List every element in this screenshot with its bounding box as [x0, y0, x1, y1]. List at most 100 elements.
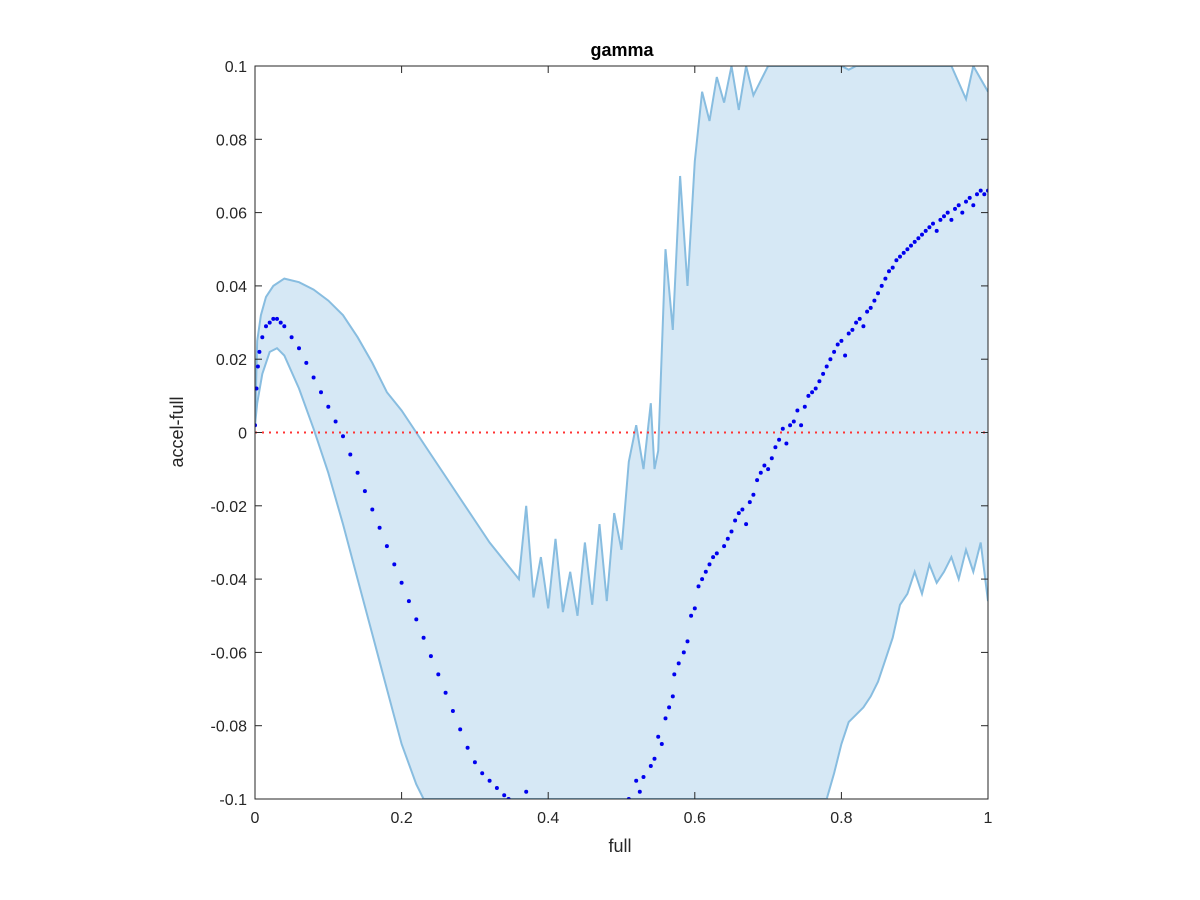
- data-point: [960, 210, 965, 215]
- data-point: [264, 324, 268, 329]
- data-point: [414, 617, 419, 622]
- data-point: [421, 635, 426, 640]
- band-upper-edge: [255, 66, 988, 616]
- data-point: [722, 544, 727, 549]
- data-point: [824, 364, 829, 369]
- data-point: [887, 269, 891, 274]
- data-point: [861, 324, 866, 329]
- data-point: [934, 228, 939, 233]
- data-point: [637, 789, 642, 794]
- data-point: [377, 525, 382, 530]
- y-tick-label: -0.04: [211, 572, 248, 589]
- x-tick-label: 0.8: [830, 810, 852, 827]
- data-point: [436, 672, 441, 677]
- y-tick-label: 0: [238, 426, 247, 443]
- data-point: [949, 217, 954, 222]
- data-point: [341, 434, 345, 439]
- scatter-points: [255, 188, 988, 799]
- data-point: [755, 478, 760, 483]
- data-point: [791, 419, 796, 424]
- data-point: [953, 206, 957, 211]
- data-point: [839, 338, 844, 343]
- y-tick-label: -0.08: [211, 719, 248, 736]
- confidence-band: [255, 66, 988, 799]
- data-point: [348, 452, 353, 457]
- data-point: [747, 500, 752, 505]
- x-tick-label: 1: [984, 810, 993, 827]
- data-point: [729, 529, 734, 534]
- data-point: [736, 511, 741, 516]
- y-axis-label: accel-full: [167, 396, 187, 467]
- data-point: [656, 734, 661, 739]
- data-point: [355, 470, 360, 475]
- data-point: [494, 786, 499, 790]
- data-point: [905, 247, 910, 252]
- data-point: [942, 214, 946, 219]
- data-point: [696, 584, 701, 589]
- data-point: [707, 562, 712, 567]
- y-tick-label: 0.1: [225, 59, 247, 76]
- data-point: [777, 437, 782, 442]
- data-point: [370, 507, 375, 512]
- data-point: [465, 745, 470, 750]
- data-point: [898, 254, 902, 259]
- data-point: [799, 423, 804, 428]
- data-point: [766, 467, 771, 472]
- data-point: [901, 250, 906, 255]
- data-point: [780, 426, 785, 431]
- data-point: [806, 393, 811, 398]
- data-point: [810, 390, 815, 395]
- data-point: [854, 320, 859, 325]
- data-point: [255, 386, 259, 391]
- data-point: [692, 606, 697, 611]
- data-point: [260, 335, 265, 340]
- x-axis-label: full: [608, 836, 631, 856]
- data-point: [502, 793, 507, 798]
- data-point: [450, 709, 455, 713]
- data-point: [255, 364, 260, 369]
- y-tick-label: -0.1: [219, 792, 247, 809]
- data-point: [663, 716, 668, 721]
- data-point: [890, 265, 895, 270]
- data-point: [879, 283, 884, 288]
- data-point: [821, 371, 826, 376]
- data-point: [744, 522, 749, 527]
- y-tick-label: -0.02: [211, 499, 248, 516]
- data-point: [384, 544, 389, 549]
- data-point: [843, 353, 848, 358]
- data-point: [648, 764, 653, 768]
- data-point: [927, 225, 932, 230]
- data-point: [472, 760, 477, 765]
- data-point: [967, 195, 972, 200]
- data-point: [319, 390, 323, 395]
- data-point: [271, 316, 276, 321]
- data-point: [802, 404, 807, 409]
- data-point: [813, 386, 818, 391]
- data-point: [333, 419, 338, 424]
- data-point: [788, 423, 793, 428]
- data-point: [689, 613, 694, 618]
- data-point: [670, 694, 675, 699]
- data-point: [894, 258, 899, 263]
- data-point: [868, 305, 873, 310]
- data-point: [392, 562, 397, 567]
- data-point: [865, 309, 870, 314]
- data-point: [832, 349, 837, 354]
- data-point: [817, 379, 822, 384]
- data-point: [641, 775, 646, 779]
- data-point: [758, 470, 763, 475]
- data-point: [912, 239, 917, 244]
- data-point: [676, 661, 681, 666]
- y-tick-label: 0.06: [216, 206, 247, 223]
- y-tick-label: -0.06: [211, 645, 248, 662]
- data-point: [257, 349, 262, 354]
- data-point: [672, 672, 677, 677]
- band-fill: [255, 66, 988, 799]
- data-point: [311, 375, 316, 380]
- data-point: [740, 507, 745, 512]
- data-point: [872, 298, 877, 303]
- y-tick-label: 0.02: [216, 352, 247, 369]
- data-point: [876, 291, 880, 296]
- data-point: [916, 236, 921, 241]
